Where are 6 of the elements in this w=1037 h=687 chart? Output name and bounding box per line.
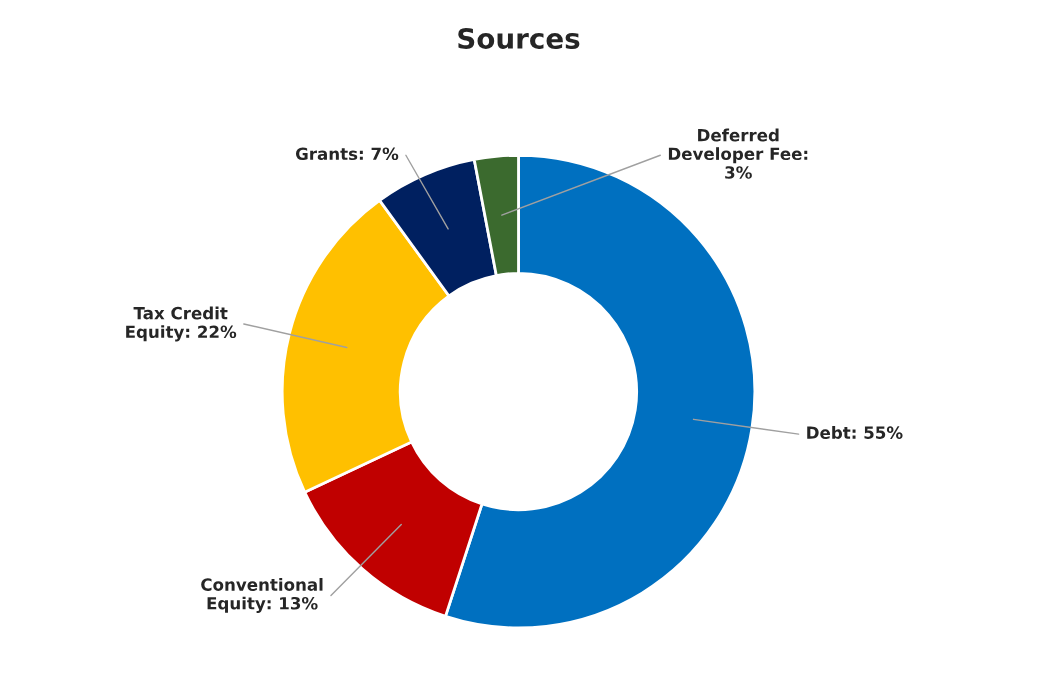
slice-label: Conventional Equity: 13% bbox=[201, 577, 323, 613]
slice-label: Grants: 7% bbox=[295, 147, 399, 161]
chart-title: Sources bbox=[458, 27, 580, 49]
slice-label: Deferred Developer Fee: 3% bbox=[668, 128, 808, 179]
slice-label: Debt: 55% bbox=[807, 426, 903, 439]
slice-label: Tax Credit Equity: 22% bbox=[126, 306, 237, 342]
